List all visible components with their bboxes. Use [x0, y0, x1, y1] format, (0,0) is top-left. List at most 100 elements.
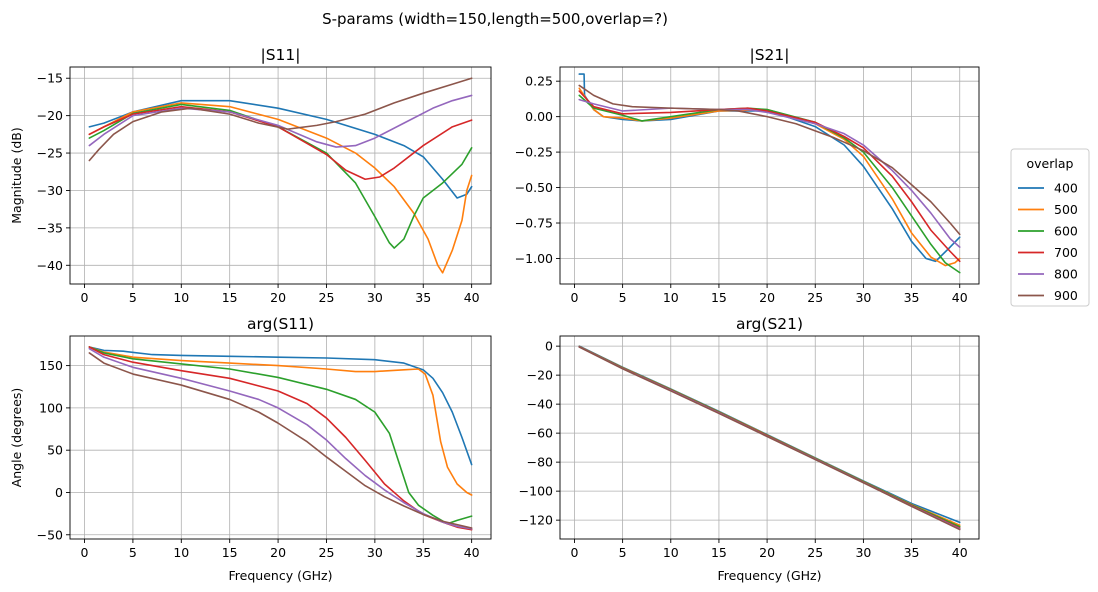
x-tick-label: 15: [222, 545, 238, 560]
series-line-800: [88, 94, 473, 148]
x-tick-label: 25: [319, 290, 335, 305]
y-tick-label: −15: [37, 71, 63, 86]
y-tick-label: −0.75: [515, 216, 553, 231]
series-group: [88, 77, 473, 274]
x-tick-label: 10: [173, 545, 189, 560]
legend-entry-400: 400: [1054, 181, 1078, 196]
series-line-700: [88, 346, 473, 531]
y-tick-label: −40: [37, 258, 63, 273]
series-line-600: [88, 346, 473, 525]
series-line-800: [88, 347, 473, 530]
x-tick-label: 30: [855, 545, 871, 560]
subplot-s21arg: 0 5 10 15 20 25 30 35 40 −120 −100 −80 −60 −40 −20 0 arg…: [519, 315, 980, 583]
series-line-500: [88, 102, 473, 274]
x-tick-label: 10: [663, 290, 679, 305]
x-tick-label: 35: [415, 290, 431, 305]
series-group: [578, 73, 961, 274]
y-tick-label: −120: [519, 513, 553, 528]
subplot-s11arg: 0 5 10 15 20 25 30 35 40 −50 0 50 100 150 arg(S11) Freq…: [9, 315, 492, 583]
legend-entry-500: 500: [1054, 202, 1078, 217]
series-line-900: [578, 346, 961, 531]
y-tick-label: −100: [519, 484, 553, 499]
subplot-title: |S21|: [749, 46, 789, 64]
axes-frame: [559, 66, 980, 285]
axes-frame: [69, 66, 492, 285]
subplot-s21mag: 0 5 10 15 20 25 30 35 40 −1.00 −0.75 −0.50 −0.25 0.00…: [515, 46, 980, 305]
x-tick-label: 40: [464, 290, 480, 305]
x-tick-label: 25: [807, 290, 823, 305]
x-axis-label: Frequency (GHz): [718, 568, 822, 583]
x-tick-label: 20: [270, 545, 286, 560]
series-line-600: [578, 94, 961, 274]
axes-frame: [69, 335, 492, 540]
figure-suptitle: S-params (width=150,length=500,overlap=?…: [322, 10, 668, 28]
y-tick-label: −20: [527, 368, 553, 383]
y-tick-label: 150: [39, 358, 63, 373]
y-tick-label: 0: [545, 339, 553, 354]
x-tick-label: 20: [270, 290, 286, 305]
y-tick-label: −0.25: [515, 145, 553, 160]
series-line-800: [578, 98, 961, 248]
y-axis-label: Angle (degrees): [9, 388, 24, 488]
series-line-400: [578, 73, 961, 263]
x-tick-label: 35: [904, 290, 920, 305]
x-tick-label: 5: [129, 290, 137, 305]
y-tick-label: −1.00: [515, 251, 553, 266]
series-group: [88, 346, 473, 531]
series-line-900: [578, 84, 961, 236]
y-tick-label: −0.50: [515, 180, 553, 195]
y-tick-label: 50: [47, 443, 63, 458]
x-tick-label: 15: [711, 545, 727, 560]
series-line-700: [578, 90, 961, 263]
series-line-900: [88, 77, 473, 162]
y-tick-label: 100: [39, 400, 63, 415]
subplot-title: arg(S11): [247, 315, 314, 333]
y-axis-label: Magnitude (dB): [9, 127, 24, 223]
legend: overlap 400 500 600 700 800 900: [1010, 148, 1090, 307]
series-line-700: [88, 105, 473, 181]
y-tick-label: −50: [37, 527, 63, 542]
x-tick-label: 35: [904, 545, 920, 560]
series-line-500: [88, 346, 473, 496]
axes-frame: [559, 335, 980, 540]
y-tick-label: 0.00: [525, 109, 553, 124]
x-tick-label: 5: [619, 545, 627, 560]
x-axis-label: Frequency (GHz): [229, 568, 333, 583]
x-tick-label: 5: [619, 290, 627, 305]
series-line-600: [88, 103, 473, 249]
x-tick-label: 0: [81, 290, 89, 305]
legend-entry-900: 900: [1054, 288, 1078, 303]
y-tick-label: −25: [37, 146, 63, 161]
x-tick-label: 40: [464, 545, 480, 560]
x-tick-label: 40: [952, 290, 968, 305]
x-tick-label: 30: [855, 290, 871, 305]
y-tick-label: 0.25: [525, 74, 553, 89]
subplots: 0 5 10 15 20 25 30 35 40 −40 −35 −30 −25 −20 −15 |S11| M…: [9, 46, 980, 583]
legend-entry-700: 700: [1054, 245, 1078, 260]
y-tick-label: −20: [37, 108, 63, 123]
series-line-400: [578, 345, 961, 524]
subplot-s11mag: 0 5 10 15 20 25 30 35 40 −40 −35 −30 −25 −20 −15 |S11| M…: [9, 46, 492, 305]
legend-entry-600: 600: [1054, 224, 1078, 239]
x-tick-label: 20: [759, 290, 775, 305]
x-tick-label: 0: [570, 290, 578, 305]
x-tick-label: 30: [367, 545, 383, 560]
y-tick-label: −60: [527, 426, 553, 441]
subplot-title: arg(S21): [736, 315, 803, 333]
x-tick-label: 10: [173, 290, 189, 305]
x-tick-label: 5: [129, 545, 137, 560]
legend-entry-800: 800: [1054, 267, 1078, 282]
x-tick-label: 0: [570, 545, 578, 560]
legend-title: overlap: [1027, 156, 1074, 171]
x-tick-label: 30: [367, 290, 383, 305]
x-tick-label: 40: [952, 545, 968, 560]
x-tick-label: 15: [711, 290, 727, 305]
series-line-900: [88, 352, 473, 529]
subplot-title: |S11|: [260, 46, 300, 64]
x-tick-label: 10: [663, 545, 679, 560]
y-tick-label: −30: [37, 183, 63, 198]
x-tick-label: 20: [759, 545, 775, 560]
x-tick-label: 0: [81, 545, 89, 560]
x-tick-label: 35: [415, 545, 431, 560]
